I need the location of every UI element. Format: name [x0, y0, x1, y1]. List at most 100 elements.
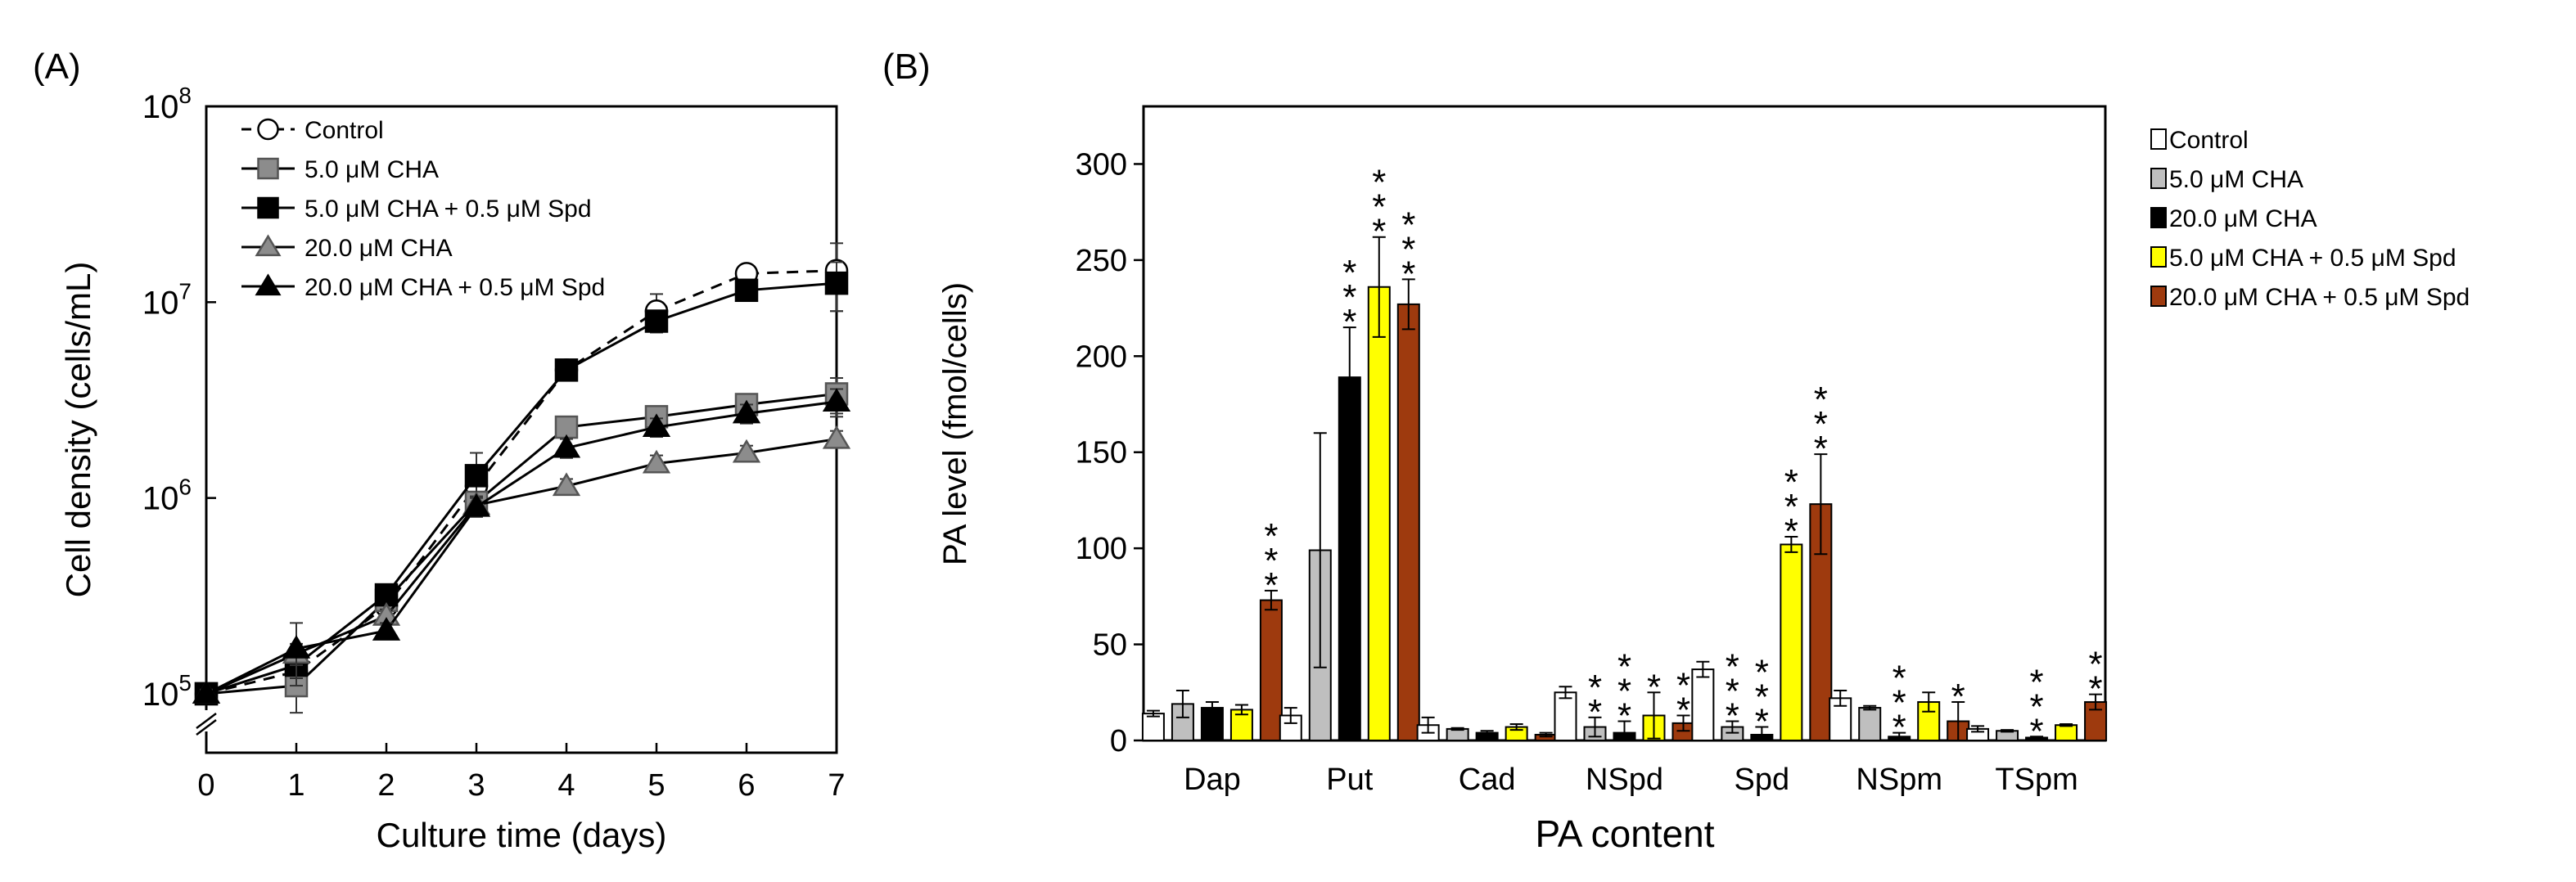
panel-b-error-bar: [1951, 701, 1965, 741]
panel-a-x-tick-label: 5: [647, 768, 665, 803]
panel-b-bar-group: [1534, 731, 1558, 741]
panel-b-significance-star: *: [1755, 653, 1769, 693]
panel-b-bar-group: [1446, 727, 1469, 742]
panel-b-bar-group: [2055, 723, 2078, 741]
panel-b-bar-group: [1691, 660, 1715, 742]
panel-b-significance-star: *: [1814, 404, 1828, 444]
panel-a-data-point: [822, 425, 851, 449]
panel-b-y-tick-label: 100: [1076, 532, 1127, 566]
panel-b-error-bar: [1205, 701, 1219, 715]
panel-a-y-tick-label: 107: [142, 278, 192, 321]
panel-b-error-bar: [1421, 716, 1435, 734]
panel-a-data-point: [552, 472, 581, 497]
panel-b-bar-group: [1505, 723, 1528, 742]
panel-b-y-tick-label: 300: [1076, 147, 1127, 182]
panel-b-error-bar: [1922, 691, 1936, 713]
panel-b-y-ticks: 0 50 100 150 200 250 300: [1076, 147, 1144, 758]
panel-a-data-point: [642, 449, 671, 474]
panel-a-legend-marker: [257, 118, 279, 141]
panel-b-bar-group: [1171, 689, 1194, 741]
panel-b-significance-star: *: [1726, 696, 1739, 736]
panel-a-legend-label: 5.0 μM CHA: [305, 156, 439, 183]
panel-b-bar: [1259, 599, 1283, 741]
panel-b-error-bar: [1726, 720, 1739, 734]
panel-a-legend-label: 5.0 μM CHA + 0.5 μM Spd: [305, 196, 592, 223]
panel-b-significance-star: *: [1784, 462, 1798, 502]
panel-a-legend-entry: 20.0 μM CHA: [241, 234, 453, 262]
panel-b-bar-group: ***: [1888, 659, 1911, 748]
panel-b-bar-group: **: [1583, 668, 1607, 742]
panel-a-data-point: [372, 617, 401, 641]
panel-b-significance-star: *: [1755, 702, 1769, 742]
panel-b-y-tick-label: 250: [1076, 244, 1127, 278]
panel-b-category-label: Put: [1326, 763, 1373, 797]
panel-b-bar-group: [1308, 432, 1332, 741]
panel-b-error-bar: [1539, 731, 1553, 738]
panel-b-bar-group: ***: [1721, 647, 1744, 742]
panel-b-error-bar: [2030, 736, 2044, 740]
panel-b-significance-star: *: [1814, 429, 1828, 469]
panel-a-legend: Control 5.0 μM CHA 5.0 μM CHA + 0.5 μM Spd…: [241, 117, 605, 301]
panel-b-bar-group: ***: [1809, 380, 1833, 741]
panel-b-significance-star: *: [1676, 690, 1690, 730]
panel-b-significance-star: *: [1342, 253, 1356, 293]
panel-b-significance-star: *: [1617, 672, 1631, 712]
panel-b-bar: [1279, 714, 1302, 742]
panel-b-bar-group: *: [1947, 677, 1970, 741]
panel-a-legend-label: 20.0 μM CHA: [305, 235, 453, 262]
panel-b-significance-star: *: [1401, 254, 1415, 294]
panel-a-legend-entry: 5.0 μM CHA + 0.5 μM Spd: [241, 196, 592, 223]
panel-b-error-bar: [1814, 453, 1828, 556]
panel-a-x-tick-label: 4: [557, 768, 575, 803]
panel-b-significance-star: *: [1264, 541, 1278, 581]
panel-b-significance-star: *: [1726, 672, 1739, 712]
panel-b-significance-star: *: [1784, 511, 1798, 551]
panel-b-error-bar: [2089, 693, 2103, 711]
panel-b-legend-swatch: [2150, 246, 2167, 268]
panel-b-bar: [1780, 543, 1803, 741]
panel-b-legend: Control 5.0 μM CHA 20.0 μM CHA 5.0 μM CHA +…: [2150, 127, 2470, 311]
panel-b-legend-entry: 5.0 μM CHA + 0.5 μM Spd: [2150, 245, 2456, 272]
panel-b-significance-star: *: [1814, 380, 1828, 420]
panel-b-legend-label: 20.0 μM CHA + 0.5 μM Spd: [2169, 284, 2470, 311]
panel-b-bar: [1396, 303, 1420, 742]
panel-b-legend-swatch: [2150, 128, 2167, 150]
panel-a-y-axis-label: Cell density (cells/mL): [59, 262, 97, 598]
panel-b-error-bar: [1480, 730, 1494, 736]
panel-b-significance-star: *: [1647, 667, 1661, 707]
panel-b-y-tick-label: 200: [1076, 340, 1127, 374]
panel-a-series-line: [205, 281, 837, 695]
panel-b-bar-group: [1475, 730, 1499, 742]
panel-b-significance-star: *: [1951, 677, 1965, 717]
panel-b-legend-label: 20.0 μM CHA: [2169, 205, 2317, 232]
panel-b-bar-group: [1829, 689, 1852, 741]
panel-a: (A) 105 106 107 108 0 1 2 3 4 5 6 7 Control 5.0 μM …: [33, 47, 851, 854]
panel-a-legend-marker: [255, 234, 282, 257]
panel-b-significance-star: *: [1372, 187, 1386, 227]
panel-b-bar-group: [1141, 709, 1165, 742]
panel-b-legend-swatch: [2150, 286, 2167, 307]
panel-b-category-label: Dap: [1184, 763, 1241, 797]
panel-a-data-point: [732, 399, 761, 424]
panel-a-data-point: [464, 464, 489, 488]
panel-b-significance-star: *: [1588, 692, 1602, 732]
panel-a-series: [192, 242, 851, 714]
panel-b-error-bar: [1175, 689, 1189, 718]
panel-b-significance-star: *: [1342, 277, 1356, 317]
panel-b-bar-group: ***: [1613, 647, 1636, 742]
panel-b-x-axis-label: PA content: [1535, 812, 1714, 855]
panel-b-plot-frame: [1142, 105, 2107, 742]
panel-b-significance-star: *: [1893, 659, 1906, 699]
panel-b-error-bar: [2001, 729, 2014, 733]
panel-a-x-axis-label: Culture time (days): [377, 816, 667, 854]
panel-b-bar-group: ***: [1259, 516, 1283, 741]
panel-b-error-bar: [1401, 278, 1415, 331]
panel-a-data-point: [554, 415, 579, 439]
panel-b-legend-entry: 20.0 μM CHA + 0.5 μM Spd: [2150, 284, 2470, 311]
panel-b-bar-group: ***: [1750, 653, 1774, 742]
panel-b-significance-star: *: [1755, 677, 1769, 718]
panel-b-significance-star: *: [2030, 711, 2044, 751]
panel-a-x-tick-label: 7: [828, 768, 845, 803]
